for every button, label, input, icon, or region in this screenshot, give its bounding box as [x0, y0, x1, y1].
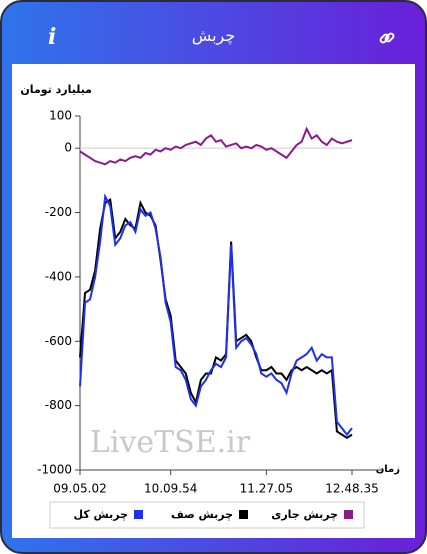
- y-tick-label: -200: [45, 205, 72, 219]
- legend-swatch: [239, 510, 248, 519]
- chart-card: LiveTSE.ir میلیارد تومان زمان 100 0 -200 -400 -…: [12, 64, 415, 538]
- header: i چربش: [2, 2, 425, 64]
- x-axis-label: زمان: [376, 464, 400, 475]
- page-title: چربش: [191, 26, 236, 45]
- legend-box: [49, 501, 365, 529]
- legend-label: چربش جاری: [271, 508, 338, 521]
- x-tick-label: 10.09.54: [144, 482, 197, 496]
- y-tick-label: -400: [45, 269, 72, 283]
- x-tick-label: 09.05.02: [53, 482, 106, 496]
- legend-label: چربش صف: [171, 508, 233, 521]
- legend-label: چربش کل: [74, 508, 129, 521]
- x-tick-label: 11.27.05: [240, 482, 293, 496]
- series-line: [79, 197, 353, 440]
- y-tick-label: -800: [45, 398, 72, 412]
- x-tick-label: 12.48.35: [325, 482, 378, 496]
- watermark: LiveTSE.ir: [90, 425, 251, 460]
- y-tick-label: 100: [49, 109, 72, 123]
- link-icon[interactable]: [379, 30, 395, 46]
- legend-swatch: [134, 510, 143, 519]
- series-line: [79, 193, 353, 437]
- y-tick-label: -1000: [37, 463, 72, 477]
- legend-swatch: [344, 510, 353, 519]
- y-tick-label: 0: [64, 141, 72, 155]
- info-button[interactable]: i: [48, 24, 57, 50]
- y-tick-label: -600: [45, 334, 72, 348]
- y-axis-label: میلیارد تومان: [20, 83, 92, 96]
- series-line: [79, 126, 353, 166]
- chart: LiveTSE.ir میلیارد تومان زمان 100 0 -200 -400 -…: [20, 83, 400, 529]
